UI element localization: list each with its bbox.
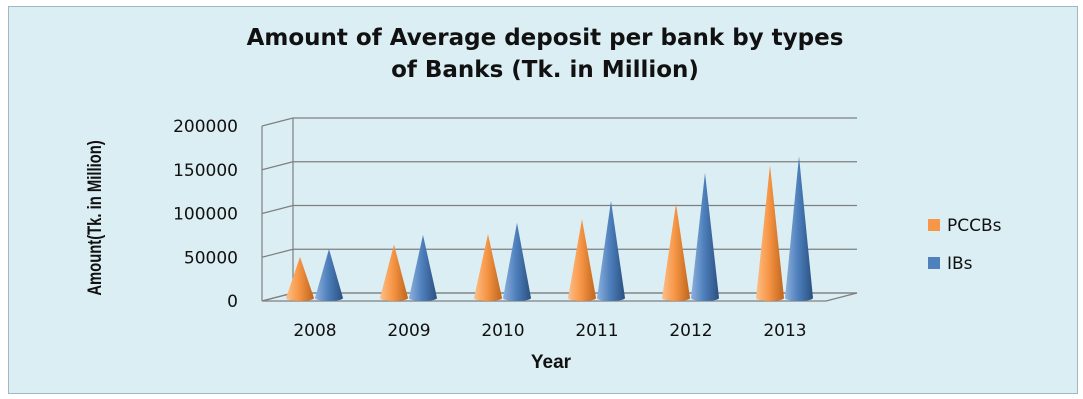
y-tick-label: 0 [227, 292, 238, 312]
x-tick-label: 2010 [481, 321, 524, 341]
legend-label: IBs [947, 254, 973, 274]
x-tick-label: 2008 [293, 321, 336, 341]
cone-IBs-2011 [597, 200, 625, 301]
y-tick-label: 100000 [173, 205, 238, 225]
gridline-side [261, 161, 294, 171]
cone-PCCBs-2013 [756, 165, 784, 301]
y-tick-label: 50000 [184, 248, 238, 268]
y-tick-label: 150000 [173, 161, 238, 181]
x-axis-title: Year [531, 352, 572, 373]
cone-PCCBs-2010 [474, 234, 502, 301]
cone-IBs-2010 [503, 222, 531, 301]
legend: PCCBs IBs [928, 216, 1002, 274]
axes [261, 118, 858, 302]
x-tick-label: 2009 [387, 321, 430, 341]
cone-PCCBs-2011 [568, 219, 596, 301]
cone-PCCBs-2008 [286, 256, 314, 301]
gridline-side [261, 204, 294, 215]
gridline-side [261, 117, 294, 127]
legend-label: PCCBs [947, 216, 1002, 236]
chart-title-line1: Amount of Average deposit per bank by ty… [246, 25, 844, 51]
tick-labels: 0 50000 100000 150000 200000 2008 2009 2010 2011… [173, 117, 807, 341]
legend-swatch [928, 219, 940, 231]
x-tick-label: 2011 [575, 321, 618, 341]
y-axis-title: Amount(Tk. in Million) [84, 140, 105, 295]
chart-title: Amount of Average deposit per bank by ty… [0, 22, 1083, 86]
chart-area [8, 6, 1078, 394]
chart-title-line2: of Banks (Tk. in Million) [391, 57, 699, 83]
cone-IBs-2013 [785, 156, 813, 301]
y-tick-label: 200000 [173, 117, 238, 137]
data-cones [286, 156, 813, 301]
x-tick-label: 2013 [763, 321, 806, 341]
cone-PCCBs-2012 [662, 203, 690, 301]
cone-IBs-2009 [409, 235, 437, 301]
cone-IBs-2012 [691, 172, 719, 301]
gridline-side [261, 248, 294, 258]
x-tick-label: 2012 [669, 321, 712, 341]
legend-swatch [928, 257, 940, 269]
cone-PCCBs-2009 [380, 244, 408, 301]
floor [261, 292, 858, 302]
cone-IBs-2008 [315, 249, 343, 301]
